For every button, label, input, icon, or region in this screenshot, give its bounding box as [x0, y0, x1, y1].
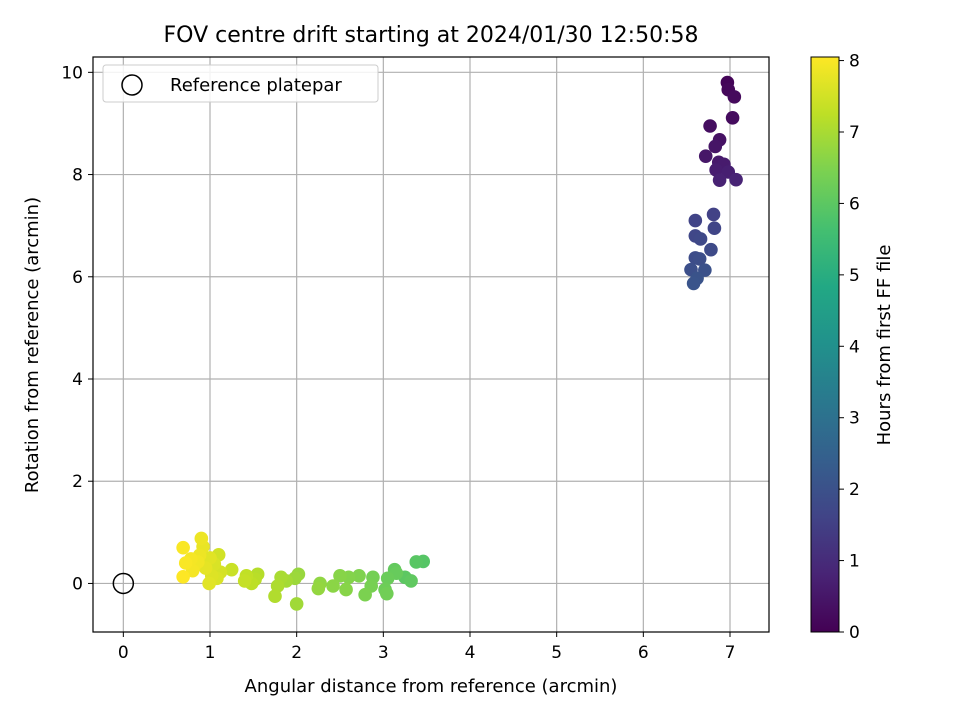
colorbar-ticks: 0 1 2 3 4 5 6 7 8 [839, 52, 860, 643]
data-point [326, 579, 340, 593]
grid-lines [93, 57, 769, 632]
data-point [729, 172, 743, 187]
colorbar-tick-label: 8 [849, 52, 860, 72]
colorbar-tick-label: 7 [849, 123, 860, 143]
x-axis-label: Angular distance from reference (arcmin) [245, 676, 618, 697]
data-point [727, 90, 742, 104]
data-point [178, 556, 193, 570]
colorbar [810, 56, 840, 633]
colorbar-tick-label: 5 [849, 266, 860, 286]
data-point [176, 570, 190, 584]
reference-marker [112, 572, 135, 595]
data-point [712, 173, 727, 187]
y-tick-label: 4 [72, 370, 83, 390]
x-tick-label: 4 [465, 643, 476, 663]
plot-area [93, 57, 769, 632]
data-point [693, 232, 708, 246]
chart-title: FOV centre drift starting at 2024/01/30 … [164, 23, 699, 48]
data-point [703, 119, 717, 133]
data-point [237, 574, 252, 588]
x-tick-label: 0 [118, 643, 129, 663]
data-point [409, 555, 424, 569]
data-point [333, 568, 347, 583]
data-point [686, 276, 701, 291]
data-point [352, 568, 366, 583]
data-point [706, 207, 721, 222]
data-point [203, 551, 217, 565]
data-points [176, 75, 743, 611]
data-point [339, 582, 353, 597]
data-point [404, 574, 418, 588]
data-point [176, 540, 190, 555]
data-point [311, 581, 326, 596]
data-point [698, 149, 713, 163]
axes-frame [92, 56, 770, 633]
colorbar-label: Hours from first FF file [874, 245, 895, 446]
x-tick-label: 3 [378, 643, 389, 663]
y-axis-ticks: 0 2 4 6 8 10 [61, 63, 93, 594]
colorbar-tick-label: 3 [849, 409, 860, 429]
x-tick-label: 7 [725, 643, 736, 663]
data-point [268, 589, 282, 604]
data-point [289, 597, 304, 611]
data-point [194, 531, 209, 546]
colorbar-tick-label: 0 [849, 623, 860, 643]
x-tick-label: 6 [638, 643, 649, 663]
data-point [709, 163, 723, 177]
legend-box [102, 64, 379, 103]
data-point [358, 587, 372, 602]
colorbar-tick-label: 1 [849, 552, 860, 572]
y-tick-label: 0 [72, 574, 83, 594]
data-point [688, 213, 703, 228]
data-point [224, 562, 239, 577]
y-tick-label: 6 [72, 268, 83, 288]
data-point [707, 221, 722, 236]
legend: Reference platepar [102, 64, 379, 103]
y-tick-label: 10 [61, 63, 83, 83]
reference-marker-group [112, 572, 135, 595]
x-axis-ticks: 0 1 2 3 4 5 6 7 [118, 632, 735, 663]
y-tick-label: 8 [72, 166, 83, 186]
data-point [380, 571, 395, 586]
data-point [708, 139, 723, 154]
x-tick-label: 5 [551, 643, 562, 663]
colorbar-tick-label: 6 [849, 194, 860, 214]
data-point [380, 586, 394, 601]
x-tick-label: 2 [291, 643, 302, 663]
data-point [202, 576, 216, 591]
legend-marker-reference [121, 74, 143, 96]
legend-entry-reference: Reference platepar [170, 75, 342, 96]
data-point [725, 111, 740, 125]
y-axis-label: Rotation from reference (arcmin) [22, 197, 43, 493]
data-point [270, 579, 285, 593]
data-point [704, 242, 718, 257]
colorbar-tick-label: 2 [849, 480, 860, 500]
data-point [692, 252, 707, 266]
x-tick-label: 1 [205, 643, 216, 663]
colorbar-tick-label: 4 [849, 337, 860, 357]
y-tick-label: 2 [72, 472, 83, 492]
